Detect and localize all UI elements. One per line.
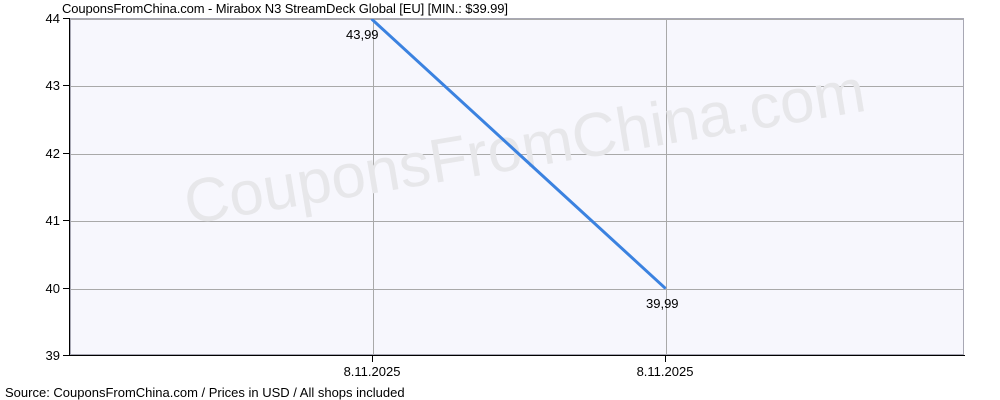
chart-footer-source: Source: CouponsFromChina.com / Prices in… <box>5 385 405 400</box>
y-axis-label-wrap: 40 <box>0 282 60 295</box>
y-axis-label-wrap: 41 <box>0 214 60 227</box>
x-axis-line <box>69 355 965 356</box>
y-axis-label: 42 <box>45 146 60 161</box>
y-axis-tick <box>63 153 70 154</box>
data-point-label: 43,99 <box>346 27 379 42</box>
y-axis-tick <box>63 18 70 19</box>
y-axis-tick <box>63 355 70 356</box>
x-axis-tick <box>372 356 373 362</box>
gridline-horizontal <box>71 289 963 290</box>
x-axis-label: 8.11.2025 <box>636 364 694 379</box>
x-axis-tick <box>665 356 666 362</box>
y-axis-label-wrap: 39 <box>0 349 60 362</box>
y-axis-label-wrap: 43 <box>0 79 60 92</box>
data-point-label: 39,99 <box>646 296 679 311</box>
gridline-horizontal <box>71 86 963 87</box>
series-line-layer <box>370 19 667 290</box>
gridline-horizontal <box>71 154 963 155</box>
y-axis-label: 41 <box>45 213 60 228</box>
gridline-vertical <box>666 19 667 354</box>
y-axis-label: 39 <box>45 348 60 363</box>
y-axis-tick <box>63 85 70 86</box>
x-axis-label: 8.11.2025 <box>343 364 401 379</box>
y-axis-label-wrap: 42 <box>0 147 60 160</box>
gridline-horizontal <box>71 221 963 222</box>
gridline-horizontal <box>71 19 963 20</box>
plot-inner: CouponsFromChina.com 43,99 39,99 <box>71 19 963 354</box>
y-axis-label-wrap: 44 <box>0 12 60 25</box>
gridline-vertical <box>373 19 374 354</box>
y-axis-label: 44 <box>45 11 60 26</box>
plot-area: CouponsFromChina.com 43,99 39,99 <box>70 18 964 355</box>
y-axis-tick <box>63 220 70 221</box>
y-axis-label: 43 <box>45 78 60 93</box>
price-series-line <box>370 19 667 290</box>
y-axis-tick <box>63 288 70 289</box>
y-axis-line <box>69 18 70 356</box>
chart-title: CouponsFromChina.com - Mirabox N3 Stream… <box>62 1 508 16</box>
y-axis-label: 40 <box>45 281 60 296</box>
